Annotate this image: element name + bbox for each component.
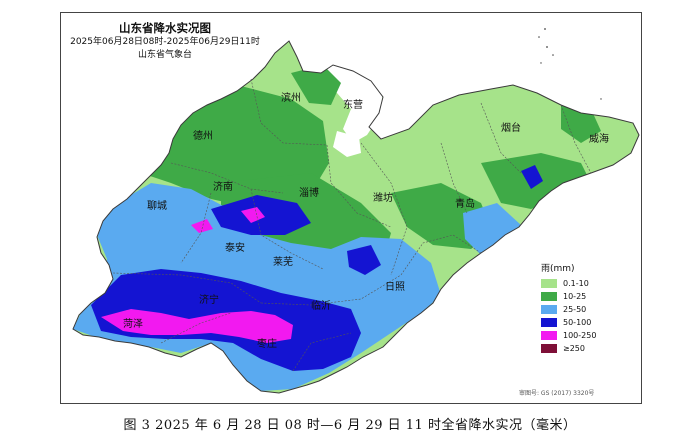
map-approval-number: 审图号: GS (2017) 3320号 <box>519 390 595 397</box>
extreme-rain-area <box>241 207 265 223</box>
city-label-heze: 菏泽 <box>123 319 143 330</box>
city-label-liaocheng: 聊城 <box>147 201 167 212</box>
city-label-weifang: 潍坊 <box>373 193 393 204</box>
legend-swatch <box>541 331 557 340</box>
city-label-binzhou: 滨州 <box>281 93 301 104</box>
city-label-laiwu: 莱芜 <box>273 257 293 268</box>
city-label-qingdao: 青岛 <box>455 199 475 210</box>
city-label-weihai: 威海 <box>589 134 609 145</box>
city-label-zibo: 淄博 <box>299 188 319 199</box>
city-label-yantai: 烟台 <box>501 123 521 134</box>
legend-label: ≥250 <box>563 344 585 353</box>
legend-label: 100-250 <box>563 331 597 340</box>
legend-label: 50-100 <box>563 318 592 327</box>
map-period: 2025年06月28日08时-2025年06月29日11时 <box>70 37 260 47</box>
map-title-block: 山东省降水实况图 2025年06月28日08时-2025年06月29日11时 山… <box>65 21 265 62</box>
precipitation-map: 山东省降水实况图 2025年06月28日08时-2025年06月29日11时 山… <box>60 12 642 404</box>
map-issuer: 山东省气象台 <box>137 50 192 60</box>
legend-item: ≥250 <box>541 342 633 355</box>
legend-item: 50-100 <box>541 316 633 329</box>
legend-label: 10-25 <box>563 292 587 301</box>
legend-label: 25-50 <box>563 305 587 314</box>
map-canvas <box>72 28 640 394</box>
city-label-rizhao: 日照 <box>385 282 405 293</box>
extreme-rain-area <box>101 309 293 343</box>
legend-items: 0.1-10 10-25 25-50 50-100 100-250 ≥250 <box>541 277 633 355</box>
legend-item: 0.1-10 <box>541 277 633 290</box>
legend-swatch <box>541 318 557 327</box>
map-legend: 雨(mm) 0.1-10 10-25 25-50 50-100 100-250 ≥250 <box>541 261 633 355</box>
city-label-jinan: 济南 <box>213 182 233 193</box>
legend-title: 雨(mm) <box>541 264 575 274</box>
rainstorm-area <box>521 165 543 189</box>
figure-caption: 图 3 2025 年 6 月 28 日 08 时—6 月 29 日 11 时全省… <box>123 418 577 433</box>
map-title: 山东省降水实况图 <box>119 21 211 35</box>
legend-swatch <box>541 292 557 301</box>
legend-label: 0.1-10 <box>563 279 589 288</box>
legend-item: 100-250 <box>541 329 633 342</box>
city-label-zaozhuang: 枣庄 <box>257 339 277 350</box>
city-label-taian: 泰安 <box>225 243 245 254</box>
extreme-rain-area <box>191 219 213 233</box>
legend-item: 25-50 <box>541 303 633 316</box>
legend-swatch <box>541 344 557 353</box>
legend-item: 10-25 <box>541 290 633 303</box>
moderate-rain-area <box>291 65 341 105</box>
no-rain-area <box>333 131 361 157</box>
city-label-dezhou: 德州 <box>193 131 213 142</box>
rainstorm-area <box>347 245 381 275</box>
city-label-linyi: 临沂 <box>311 301 331 312</box>
legend-swatch <box>541 305 557 314</box>
city-label-jining: 济宁 <box>199 295 219 306</box>
legend-swatch <box>541 279 557 288</box>
city-label-dongying: 东营 <box>343 100 363 111</box>
province-outline <box>72 40 640 394</box>
city-boundaries <box>112 78 592 372</box>
